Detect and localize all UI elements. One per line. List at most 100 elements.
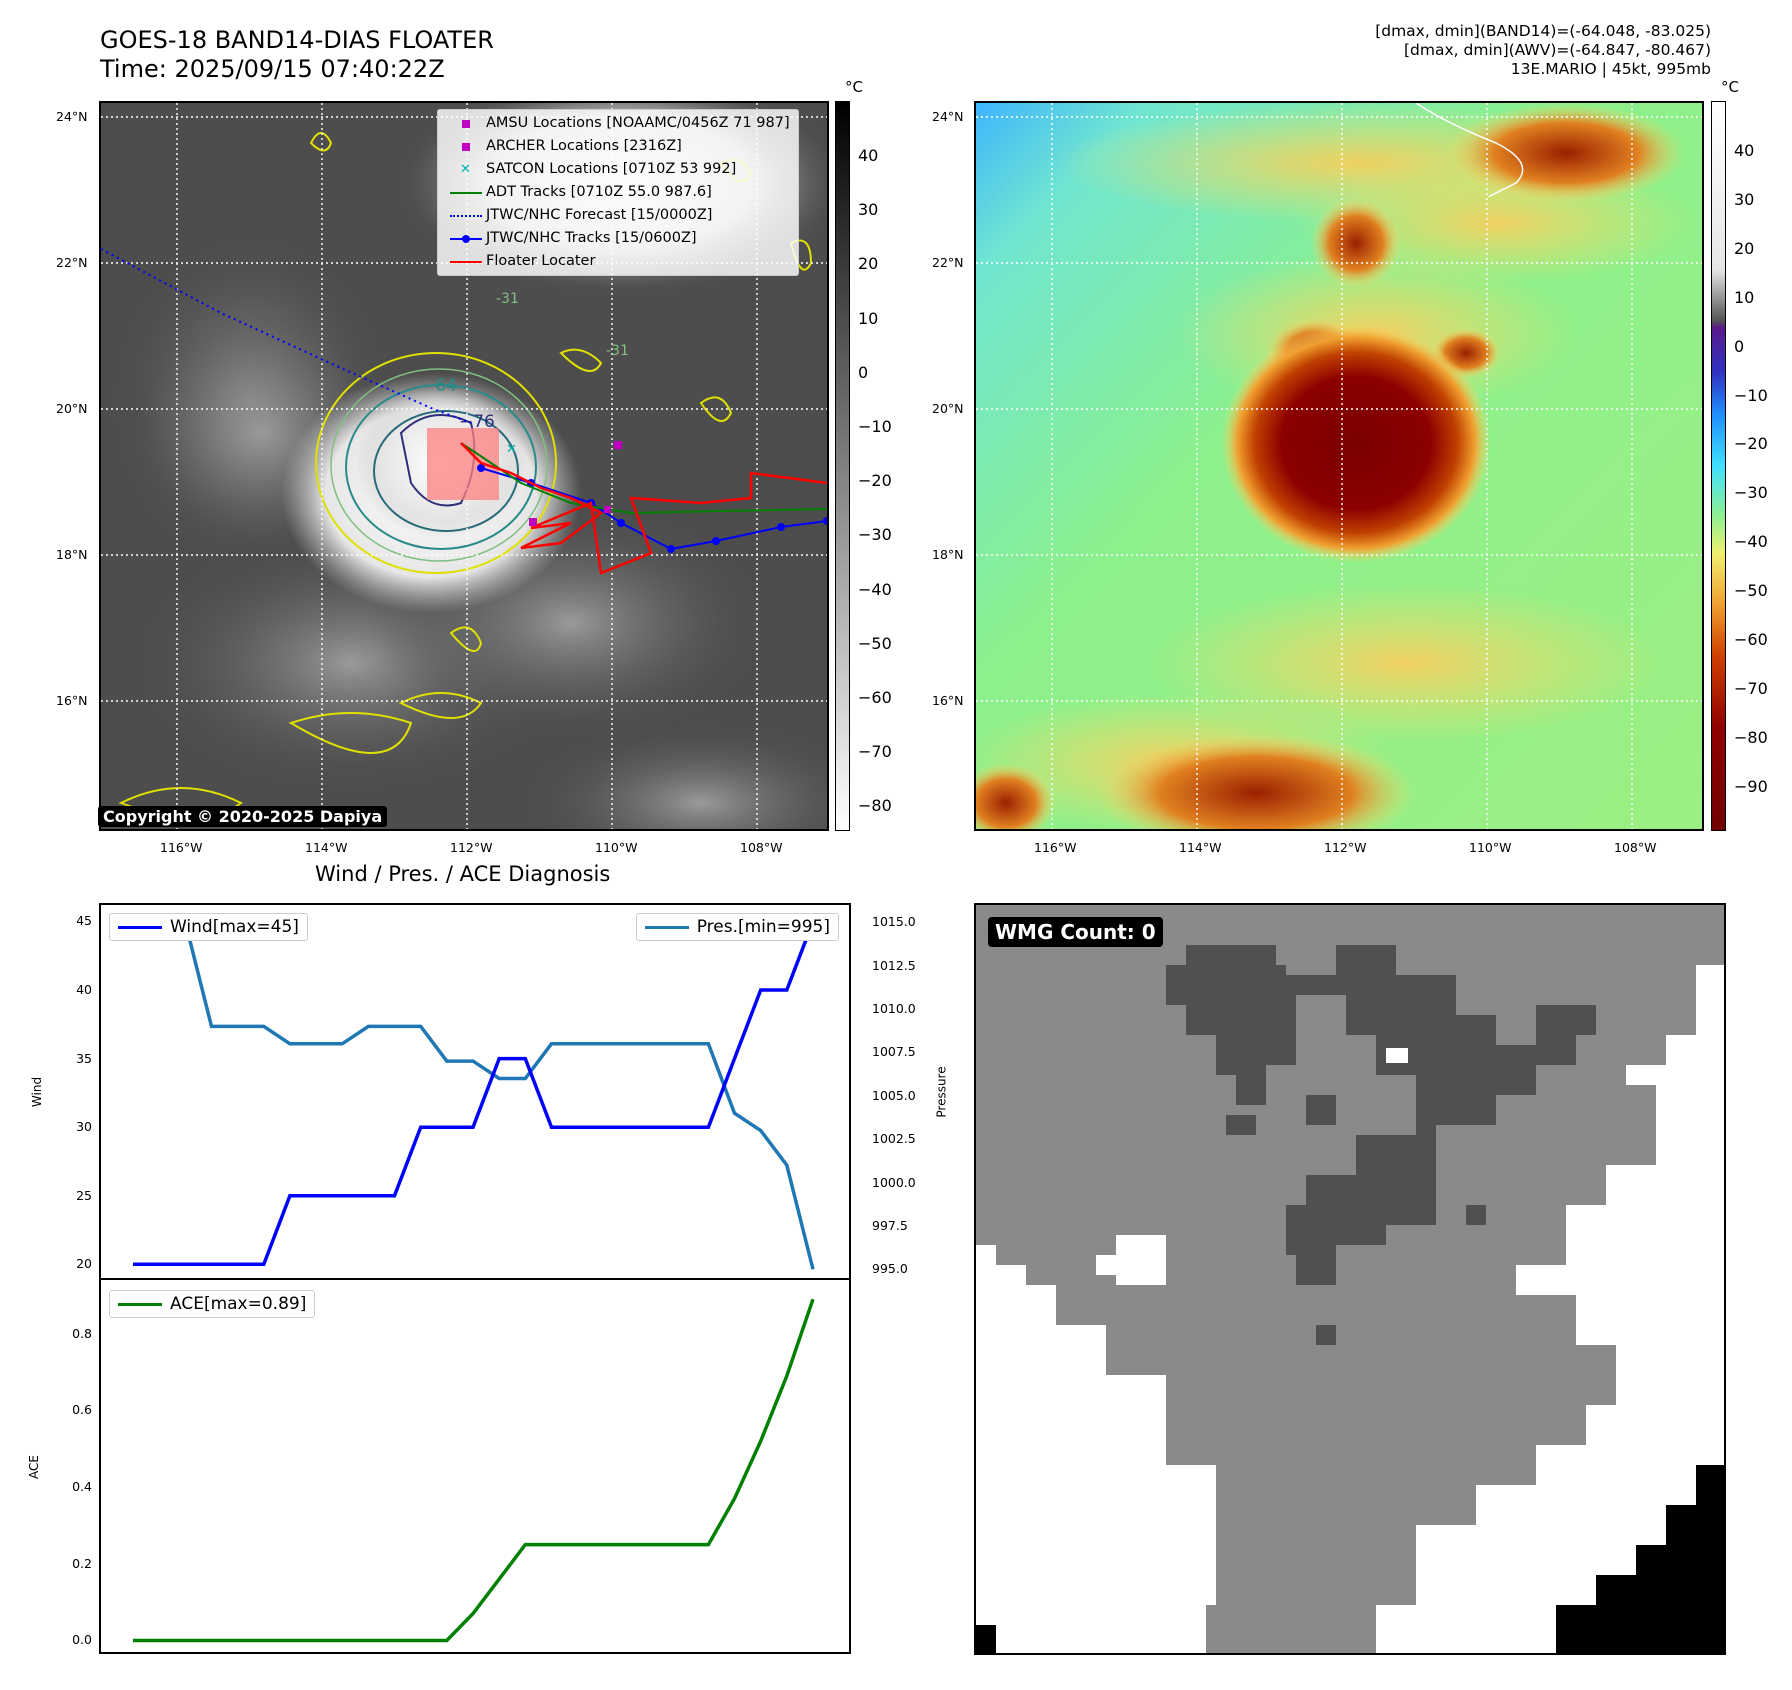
figure-info: [dmax, dmin](BAND14)=(-64.048, -83.025) … [1375,22,1711,79]
wind-legend: Wind[max=45] [109,913,308,941]
ace-tick: 0.0 [72,1632,92,1648]
ir-colorbar-tick: −20 [858,471,892,491]
contour-label-31b: -31 [496,291,519,307]
legend-floater: Floater Locater [446,250,790,273]
awv-lat-24: 24°N [932,109,964,124]
awv-colorbar-tick: −60 [1734,630,1768,649]
ir-lat-20: 20°N [56,401,88,416]
awv-colorbar-tick: −20 [1734,434,1768,454]
awv-colorbar-tick: −40 [1734,532,1768,552]
ir-colorbar-tick: −80 [858,796,892,816]
wind-tick: 45 [76,913,92,929]
wmg-count-badge: WMG Count: 0 [988,917,1163,947]
awv-map-panel [974,101,1704,831]
pressure-tick: 1015.0 [872,914,916,930]
ir-colorbar-tick: 30 [858,200,879,220]
pressure-tick: 997.5 [872,1217,908,1233]
pressure-tick: 1012.5 [872,957,916,973]
contour-label-31a: -31 [606,343,629,359]
diagnosis-title: Wind / Pres. / ACE Diagnosis [315,862,611,886]
info-band14: [dmax, dmin](BAND14)=(-64.048, -83.025) [1375,22,1711,40]
awv-colorbar-tick: −70 [1734,678,1768,698]
ir-lon-116: 116°W [160,840,203,855]
wind-axis-label: Wind [30,1076,45,1108]
ace-tick: 0.8 [72,1325,92,1341]
pressure-tick: 1007.5 [872,1044,916,1060]
ir-colorbar-tick: −30 [858,525,892,545]
ir-colorbar-tick: −50 [858,633,892,653]
ir-lon-112: 112°W [450,840,493,855]
awv-colorbar-tick: 10 [1734,287,1755,307]
awv-colorbar [1711,101,1726,831]
floater-track [460,442,827,575]
wind-pres-plot [133,920,815,1270]
wind-tick: 25 [76,1187,92,1203]
awv-lon-116: 116°W [1034,840,1077,855]
legend-jtwc-track: JTWC/NHC Tracks [15/0600Z] [446,227,790,250]
pressure-tick: 1002.5 [872,1131,916,1147]
ir-lon-108: 108°W [740,840,783,855]
legend-adt: ADT Tracks [0710Z 55.0 987.6] [446,181,790,204]
ir-colorbar-tick: −60 [858,688,892,707]
contour-label-76: −76 [459,412,495,432]
ace-legend: ACE[max=0.89] [109,1290,316,1318]
figure-title: GOES-18 BAND14-DIAS FLOATER Time: 2025/09… [100,26,494,83]
adt-track [460,442,827,515]
satcon-marker: ✕ [506,442,517,457]
awv-lon-112: 112°W [1324,840,1367,855]
wind-tick: 35 [76,1050,92,1066]
ir-lon-110: 110°W [595,840,638,855]
ir-lon-114: 114°W [305,840,348,855]
awv-lat-22: 22°N [932,255,964,270]
ace-tick: 0.6 [72,1402,92,1418]
awv-grid [976,103,1702,829]
legend-amsu: AMSU Locations [NOAAMC/0456Z 71 987] [446,112,790,135]
awv-lon-114: 114°W [1179,840,1222,855]
awv-colorbar-tick: 20 [1734,238,1755,258]
awv-colorbar-tick: −30 [1734,483,1768,503]
ir-lat-24: 24°N [56,109,88,124]
ir-colorbar-tick: 0 [858,362,869,382]
ir-lat-16: 16°N [56,693,88,708]
pres-legend: Pres.[min=995] [635,913,839,941]
wmg-image [976,905,1724,1653]
ir-lat-18: 18°N [56,547,88,562]
contour-label-64: −64 [421,376,457,396]
awv-colorbar-tick: −10 [1734,385,1768,405]
awv-colorbar-tick: −50 [1734,581,1768,601]
jtwc-forecast-track [101,248,472,424]
ir-map-legend: AMSU Locations [NOAAMC/0456Z 71 987] ARC… [437,109,799,276]
awv-colorbar-tick: 0 [1734,336,1745,356]
awv-colorbar-tick: −90 [1734,776,1768,796]
ir-colorbar-tick: 20 [858,254,879,274]
ace-series-line [133,1298,815,1643]
legend-satcon: ✕ SATCON Locations [0710Z 53 992] [460,161,737,177]
awv-map-image [976,103,1702,829]
archer-marker [529,518,537,526]
ace-axis-label: ACE [26,1455,41,1479]
wind-pres-panel: Wind[max=45] Pres.[min=995] [99,903,851,1280]
pressure-tick: 1005.0 [872,1087,916,1103]
pressure-axis-label: Pressure [934,1066,949,1118]
ace-tick: 0.4 [72,1479,92,1495]
awv-lat-18: 18°N [932,547,964,562]
ace-plot [133,1298,815,1643]
awv-lat-16: 16°N [932,693,964,708]
ace-panel: ACE[max=0.89] [99,1278,851,1654]
info-awv: [dmax, dmin](AWV)=(-64.847, -80.467) [1404,41,1711,59]
ir-grid [101,103,827,829]
awv-colorbar-unit: °C [1721,78,1739,96]
ace-tick: 0.2 [72,1555,92,1571]
ir-map-panel: −64 −76 -31 -31 ✕ AMSU Locations [NOAAMC… [99,101,829,831]
ir-colorbar-unit: °C [845,78,863,96]
awv-lon-110: 110°W [1469,840,1512,855]
wind-series-line [133,920,815,1267]
jtwc-track-points [477,464,827,553]
awv-lon-108: 108°W [1614,840,1657,855]
awv-colorbar-tick: 30 [1734,189,1755,209]
ir-colorbar-tick: −70 [858,742,892,762]
wind-tick: 20 [76,1256,92,1272]
awv-lat-20: 20°N [932,401,964,416]
awv-colorbar-tick: 40 [1734,141,1755,160]
archer-marker-2 [604,506,611,513]
